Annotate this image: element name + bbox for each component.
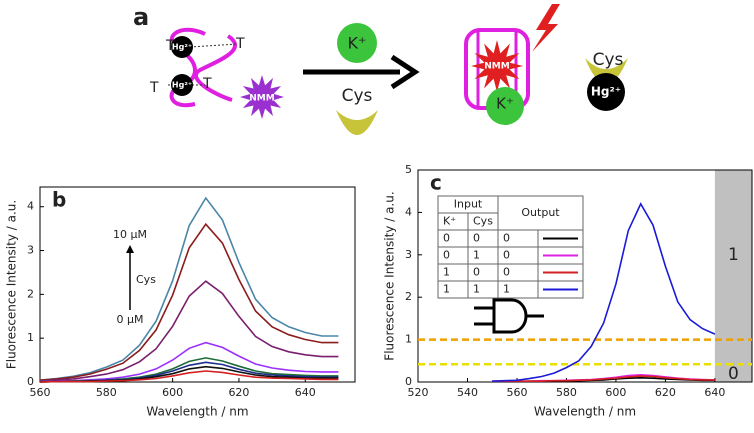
k-label: K⁺ (496, 95, 514, 113)
table-cell: 0 (503, 249, 510, 262)
hg-ion (587, 73, 625, 111)
diagram: a Hg²⁺ Hg²⁺ T T T T NMM K⁺ Cys NMM K⁺ Cy… (133, 3, 628, 135)
output-region (714, 170, 752, 382)
table-cell: 0 (503, 266, 510, 279)
x-axis-label: Wavelength / nm (534, 405, 636, 419)
series-line (39, 370, 339, 383)
series-line (39, 196, 339, 381)
series-line (492, 202, 716, 382)
y-tick-label: 4 (405, 205, 412, 218)
table-cell: 1 (473, 249, 480, 262)
annotation: 0 μM (117, 313, 144, 326)
x-tick-label: 640 (295, 386, 316, 399)
and-gate-icon (474, 298, 544, 334)
annotation: Cys (136, 273, 156, 286)
x-axis-label: Wavelength / nm (146, 405, 248, 419)
y-tick-label: 2 (27, 287, 34, 300)
nmm-star (240, 75, 284, 119)
x-tick-label: 600 (605, 386, 626, 399)
t-label: T (202, 76, 212, 92)
y-tick-label: 3 (405, 248, 412, 261)
x-tick-label: 640 (704, 386, 725, 399)
y-axis-label: Fluorescence Intensity / a.u. (5, 200, 19, 369)
annotation-arrowhead (126, 245, 134, 253)
table-subheader: Cys (473, 215, 493, 228)
hg-label: Hg²⁺ (591, 85, 621, 99)
series-line (492, 375, 715, 382)
plot-frame (39, 186, 356, 383)
nmm-label: NMM (484, 62, 509, 72)
x-tick-label: 580 (556, 386, 577, 399)
k-label: K⁺ (348, 34, 367, 53)
panel-label: c (430, 171, 442, 195)
k-ball (486, 87, 524, 125)
hg-label: Hg²⁺ (172, 81, 192, 90)
table-header: Output (521, 206, 560, 219)
y-tick-label: 0 (405, 375, 412, 388)
y-axis-label: Fluorescence Intensity / a.u. (383, 191, 397, 360)
x-tick-label: 620 (655, 386, 676, 399)
y-tick-label: 1 (27, 331, 34, 344)
y-tick-label: 0 (27, 375, 34, 388)
table-cell: 0 (473, 232, 480, 245)
dna-strand (194, 34, 238, 102)
y-tick-label: 5 (405, 163, 412, 176)
cys-cup (336, 110, 378, 135)
series-line (39, 280, 339, 382)
panel-label: a (133, 3, 149, 31)
table-subheader: K⁺ (443, 215, 456, 228)
hg-ion (171, 36, 193, 58)
table-cell: 0 (443, 232, 450, 245)
hg-label: Hg²⁺ (172, 43, 192, 52)
t-label: T (149, 80, 159, 96)
table-cell: 1 (473, 283, 480, 296)
region-label: 1 (728, 245, 739, 265)
dna-strand (169, 27, 206, 108)
table-header: Input (454, 198, 483, 211)
x-tick-label: 540 (457, 386, 478, 399)
star-shape (471, 40, 523, 92)
y-tick-label: 3 (27, 244, 34, 257)
x-tick-label: 520 (408, 386, 429, 399)
t-label: T (235, 36, 245, 52)
k-ball (337, 23, 377, 63)
x-tick-label: 560 (506, 386, 527, 399)
cys-label: Cys (342, 86, 373, 106)
y-tick-label: 4 (27, 200, 34, 213)
nmm-label: NMM (249, 94, 274, 104)
cys-label: Cys (593, 50, 624, 70)
region-label: 0 (728, 364, 739, 384)
annotation: 10 μM (113, 228, 147, 241)
bond (189, 43, 238, 48)
arrow-head (390, 54, 420, 90)
plot-frame (417, 169, 753, 383)
x-tick-label: 620 (228, 386, 249, 399)
table-cell: 1 (443, 266, 450, 279)
table-cell: 0 (443, 249, 450, 262)
table-cell: 1 (503, 283, 510, 296)
table-cell: 1 (443, 283, 450, 296)
y-tick-label: 2 (405, 290, 412, 303)
nmm-star (471, 40, 523, 92)
t-label: T (165, 38, 175, 54)
table-cell: 0 (503, 232, 510, 245)
star-shape (240, 75, 284, 119)
table-cell: 0 (473, 266, 480, 279)
x-tick-label: 560 (30, 386, 51, 399)
x-tick-label: 600 (162, 386, 183, 399)
series-line (39, 222, 339, 381)
light-bolt (532, 4, 560, 52)
y-tick-label: 1 (405, 333, 412, 346)
x-tick-label: 580 (96, 386, 117, 399)
series-line (39, 341, 339, 383)
hg-ion (171, 74, 193, 96)
panel-label: b (52, 188, 66, 212)
